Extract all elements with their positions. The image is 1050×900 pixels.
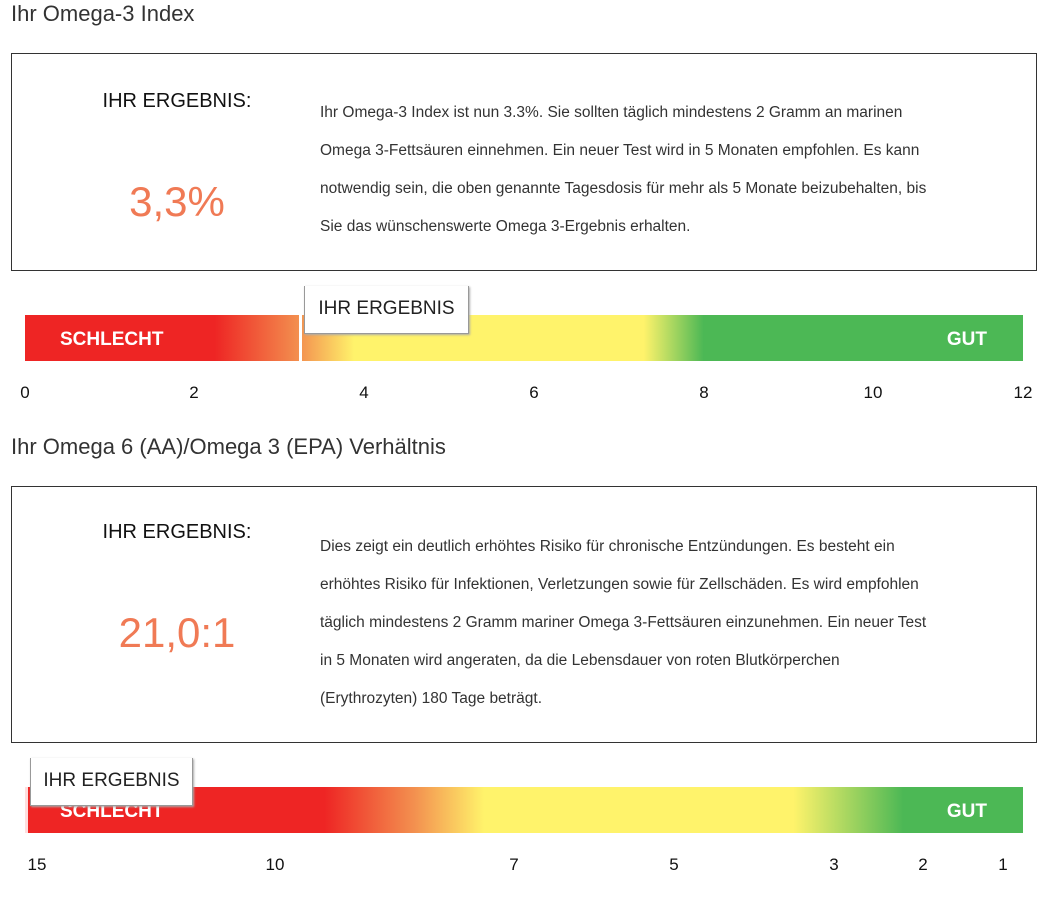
tick-label: 7: [509, 855, 519, 874]
omega3-scale-bar: SCHLECHT GUT: [25, 315, 1023, 361]
tick-label: 2: [189, 383, 199, 402]
tick-label: 4: [359, 383, 369, 402]
omega3-title: Ihr Omega-3 Index: [11, 1, 195, 26]
description-line: erhöhtes Risiko für Infektionen, Verletz…: [320, 576, 919, 593]
description-line: Ihr Omega-3 Index ist nun 3.3%. Sie soll…: [320, 104, 903, 121]
result-marker-tag: IHR ERGEBNIS: [30, 758, 193, 806]
omega3-result-box: IHR ERGEBNIS: 3,3% Ihr Omega-3 Index ist…: [11, 53, 1037, 271]
description-line: Sie das wünschenswerte Omega 3-Ergebnis …: [320, 218, 691, 235]
description-line: täglich mindestens 2 Gramm mariner Omega…: [320, 614, 927, 631]
result-marker-line: [299, 315, 302, 361]
good-label: GUT: [946, 801, 987, 822]
result-description: Ihr Omega-3 Index ist nun 3.3%. Sie soll…: [320, 94, 1020, 246]
tick-label: 0: [20, 383, 30, 402]
description-line: (Erythrozyten) 180 Tage beträgt.: [320, 690, 543, 707]
tick-label: 15: [27, 855, 47, 874]
result-marker-tag: IHR ERGEBNIS: [304, 286, 469, 334]
tick-label: 10: [265, 855, 285, 874]
tick-label: 5: [669, 855, 679, 874]
description-line: Dies zeigt ein deutlich erhöhtes Risiko …: [320, 538, 895, 555]
description-line: in 5 Monaten wird angeraten, da die Lebe…: [320, 652, 840, 669]
result-description: Dies zeigt ein deutlich erhöhtes Risiko …: [320, 528, 1020, 718]
result-marker-line: [25, 787, 28, 833]
description-line: notwendig sein, die oben genannte Tagesd…: [320, 180, 927, 197]
tick-label: 10: [863, 383, 883, 402]
ratio-title: Ihr Omega 6 (AA)/Omega 3 (EPA) Verhältni…: [11, 434, 446, 459]
bad-label: SCHLECHT: [60, 801, 164, 822]
tick-label: 1: [998, 855, 1008, 874]
result-value: 3,3%: [129, 178, 225, 225]
good-label: GUT: [946, 329, 987, 350]
tick-label: 12: [1013, 383, 1033, 402]
tick-label: 6: [529, 383, 539, 402]
result-label: IHR ERGEBNIS:: [102, 521, 252, 543]
result-value: 21,0:1: [118, 609, 236, 656]
ratio-result-box: IHR ERGEBNIS: 21,0:1 Dies zeigt ein deut…: [11, 486, 1037, 743]
result-label: IHR ERGEBNIS:: [102, 90, 252, 112]
tick-label: 3: [829, 855, 839, 874]
description-line: Omega 3-Fettsäuren einnehmen. Ein neuer …: [320, 142, 920, 159]
bad-label: SCHLECHT: [60, 329, 164, 350]
tick-label: 2: [918, 855, 928, 874]
tick-label: 8: [699, 383, 709, 402]
